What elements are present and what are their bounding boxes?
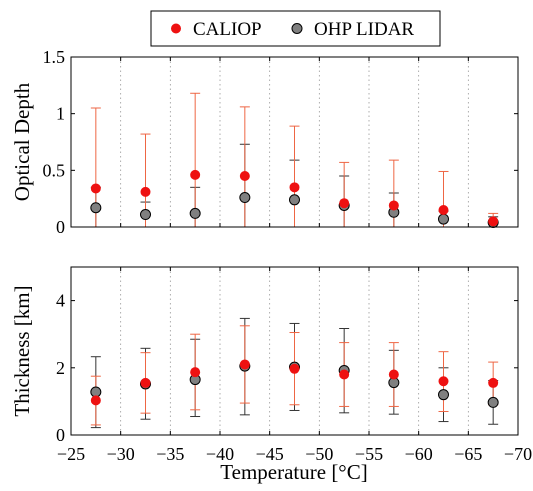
point-ohp-lidar xyxy=(140,209,151,221)
x-tick-label: −35 xyxy=(156,444,184,464)
legend-label-ohp-lidar: OHP LIDAR xyxy=(314,19,414,40)
point-caliop xyxy=(190,169,201,180)
y-tick-label: 0 xyxy=(56,217,65,237)
y-tick-label: 0 xyxy=(56,425,65,445)
legend-marker-caliop xyxy=(171,23,181,34)
legend-marker-ohp-lidar xyxy=(291,23,303,34)
point-caliop xyxy=(190,367,201,378)
y-tick-label: 2 xyxy=(56,358,65,378)
panel-thickness: 0 2 4 −25 −30 −35 −40 −45 −50 −55 −60 −65 −70 Thick… xyxy=(10,266,532,484)
x-axis-label: Temperature [°C] xyxy=(220,460,367,484)
axes-frame xyxy=(70,56,519,228)
point-caliop xyxy=(388,200,399,211)
x-tick-label: −65 xyxy=(454,444,482,464)
point-ohp-lidar xyxy=(90,202,102,214)
x-tick-label: −50 xyxy=(305,444,333,464)
error-bar-caliop xyxy=(339,161,350,227)
point-caliop xyxy=(438,376,449,387)
x-tick-label: −30 xyxy=(107,444,135,464)
y-tick-label: 4 xyxy=(56,291,65,311)
y-axis-label: Optical Depth xyxy=(10,82,34,201)
y-ticks: 0 2 4 xyxy=(56,291,518,445)
point-caliop xyxy=(140,186,151,197)
point-ohp-lidar xyxy=(289,194,300,206)
point-caliop xyxy=(339,369,350,380)
error-bar-caliop xyxy=(239,106,250,227)
panel-optical-depth: 0 0.5 1 1.5 Optical Depth xyxy=(10,47,519,237)
y-axis-label: Thickness [km] xyxy=(10,285,34,416)
point-ohp-lidar xyxy=(189,207,201,219)
point-caliop xyxy=(438,205,449,215)
legend-label-caliop: CALIOP xyxy=(193,19,262,40)
grid-lines xyxy=(120,57,469,227)
axes-frame xyxy=(70,266,519,436)
point-ohp-lidar xyxy=(438,389,449,401)
x-tick-label: −70 xyxy=(504,444,532,464)
point-ohp-lidar xyxy=(239,192,251,204)
point-caliop xyxy=(239,359,250,370)
y-tick-label: 1.5 xyxy=(43,47,66,67)
point-ohp-lidar xyxy=(487,396,499,408)
data-points xyxy=(90,169,499,228)
point-caliop xyxy=(339,198,350,209)
point-ohp-lidar xyxy=(438,213,449,225)
error-bar-caliop xyxy=(289,125,300,227)
x-tick-label: −55 xyxy=(355,444,383,464)
legend: CALIOP OHP LIDAR xyxy=(150,10,441,47)
error-bar-caliop xyxy=(190,92,201,227)
point-caliop xyxy=(90,395,101,406)
point-caliop xyxy=(239,171,250,181)
grid-lines xyxy=(120,267,469,435)
point-caliop xyxy=(488,377,499,388)
x-ticks: −25 −30 −35 −40 −45 −50 −55 −60 −65 −70 xyxy=(57,444,532,464)
point-caliop xyxy=(488,216,499,227)
y-tick-label: 0.5 xyxy=(43,160,66,180)
error-bars xyxy=(90,92,499,227)
x-tick-label: −60 xyxy=(405,444,433,464)
x-tick-label: −40 xyxy=(206,444,234,464)
point-caliop xyxy=(289,363,300,374)
point-caliop xyxy=(90,183,101,194)
x-tick-label: −45 xyxy=(256,444,284,464)
x-tick-label: −25 xyxy=(57,444,85,464)
y-ticks: 0 0.5 1 1.5 xyxy=(43,47,518,237)
data-points xyxy=(90,359,499,408)
point-caliop xyxy=(289,182,300,193)
point-caliop xyxy=(388,369,399,380)
y-tick-label: 1 xyxy=(56,104,65,124)
point-caliop xyxy=(140,377,151,388)
